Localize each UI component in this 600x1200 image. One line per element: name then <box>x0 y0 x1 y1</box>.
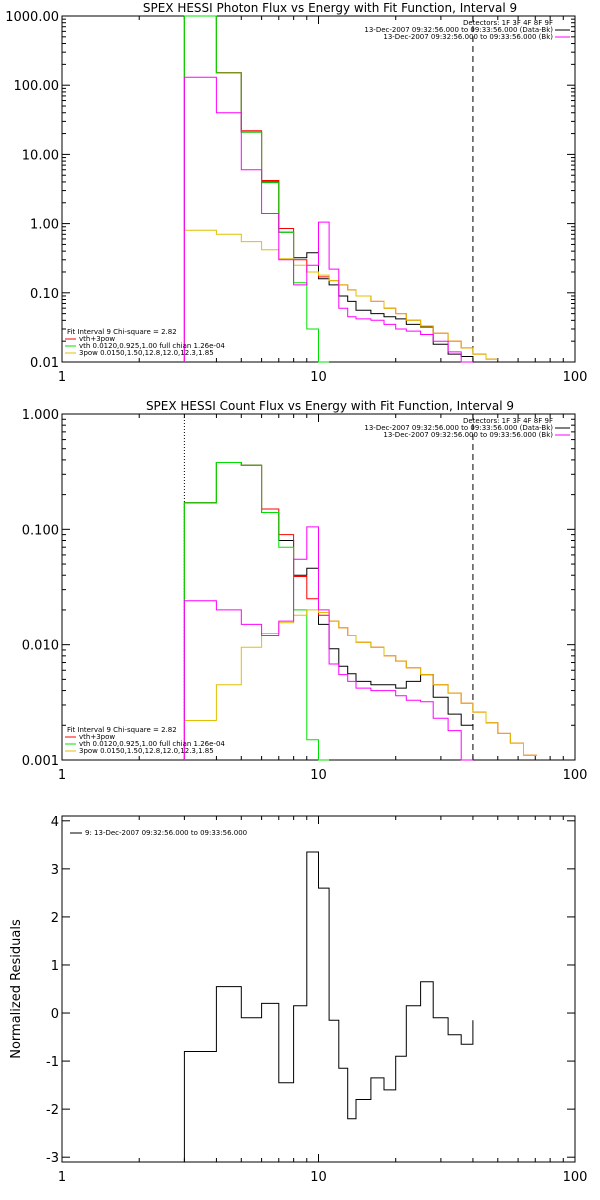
y-tick-label: 0.01 <box>30 356 59 371</box>
histogram-line <box>183 851 474 1162</box>
photon-flux-panel: SPEX HESSI Photon Flux vs Energy with Fi… <box>5 1 587 385</box>
y-tick-label: -2 <box>46 1103 59 1118</box>
legend-entry: Fit Interval 9 Chi-square = 2.82 <box>67 726 177 734</box>
y-tick-label: -1 <box>46 1055 59 1070</box>
x-tick-label: 1 <box>58 1170 66 1185</box>
histogram-line <box>183 462 330 761</box>
y-axis-label: Normalized Residuals <box>9 919 24 1059</box>
series-data-bk <box>183 15 473 362</box>
y-tick-label: 10.00 <box>22 148 59 163</box>
y-tick-label: 0.100 <box>22 523 59 538</box>
series-vth <box>183 15 330 363</box>
series-3pow <box>183 609 537 760</box>
legend-entry: vth 0.0120,0.925,1.00 full chian 1.26e-0… <box>79 342 225 350</box>
histogram-line <box>183 76 473 363</box>
legend-entry: 3pow 0.0150,1.50,12.8,12.0,12.3,1.85 <box>79 747 214 755</box>
x-tick-label: 10 <box>310 768 327 783</box>
x-tick-label: 10 <box>310 1170 327 1185</box>
legend-entry: Detectors: 1F 3F 4F 8F 9F <box>463 19 553 27</box>
legend-entry: 13-Dec-2007 09:32:56.000 to 09:33:56.000… <box>364 26 553 34</box>
y-tick-label: 3 <box>51 863 59 878</box>
series-residuals <box>183 851 474 1162</box>
y-tick-label: 1 <box>51 959 59 974</box>
histogram-line <box>183 526 473 761</box>
histogram-line <box>183 15 498 362</box>
histogram-line <box>183 15 473 362</box>
series-3pow <box>183 229 498 362</box>
chart-title: SPEX HESSI Count Flux vs Energy with Fit… <box>146 399 514 413</box>
histogram-line <box>183 15 330 363</box>
histogram-line <box>183 229 498 362</box>
y-tick-label: 1.00 <box>30 218 59 233</box>
histogram-line <box>183 609 537 760</box>
legend-entry: 13-Dec-2007 09:32:56.000 to 09:33:56.000… <box>364 424 553 432</box>
chart-title: SPEX HESSI Photon Flux vs Energy with Fi… <box>143 1 517 15</box>
y-tick-label: 0.010 <box>22 639 59 654</box>
y-tick-label: 0.001 <box>22 754 59 769</box>
y-tick-label: -3 <box>46 1151 59 1166</box>
x-tick-label: 10 <box>310 370 327 385</box>
legend-entry: 13-Dec-2007 09:32:56.000 to 09:33:56.000… <box>383 431 553 439</box>
y-tick-label: 1.000 <box>22 408 59 423</box>
y-tick-label: 4 <box>51 815 59 830</box>
legend-entry: vth 0.0120,0.925,1.00 full chian 1.26e-0… <box>79 740 225 748</box>
count-flux-panel: SPEX HESSI Count Flux vs Energy with Fit… <box>22 399 588 783</box>
legend-entry: vth+3pow <box>79 335 115 343</box>
series-vth-3pow <box>183 15 498 362</box>
legend-entry: Fit Interval 9 Chi-square = 2.82 <box>67 328 177 336</box>
legend-entry: Detectors: 1F 3F 4F 8F 9F <box>463 417 553 425</box>
legend-entry: vth+3pow <box>79 733 115 741</box>
y-tick-label: 0 <box>51 1007 59 1022</box>
legend-entry: 3pow 0.0150,1.50,12.8,12.0,12.3,1.85 <box>79 349 214 357</box>
histogram-line <box>183 462 537 760</box>
y-tick-label: 1000.00 <box>5 10 59 25</box>
residuals-panel: Normalized Residuals 1 10 100 -3 -2 -1 0 1 2 3 4 9… <box>9 815 588 1185</box>
x-tick-label: 100 <box>563 1170 588 1185</box>
x-tick-label: 100 <box>563 370 588 385</box>
series-bk <box>183 76 473 363</box>
series-vth-3pow <box>183 462 537 760</box>
y-tick-label: 2 <box>51 911 59 926</box>
x-tick-label: 1 <box>58 768 66 783</box>
legend-entry: 13-Dec-2007 09:32:56.000 to 09:33:56.000… <box>383 33 553 41</box>
plot-frame <box>61 15 576 363</box>
y-tick-label: 100.00 <box>14 79 60 94</box>
y-tick-label: 0.10 <box>30 287 59 302</box>
series-vth <box>183 462 330 761</box>
x-tick-label: 1 <box>58 370 66 385</box>
x-tick-label: 100 <box>563 768 588 783</box>
legend-entry: 9: 13-Dec-2007 09:32:56.000 to 09:33:56.… <box>85 829 247 837</box>
series-bk <box>183 526 473 761</box>
